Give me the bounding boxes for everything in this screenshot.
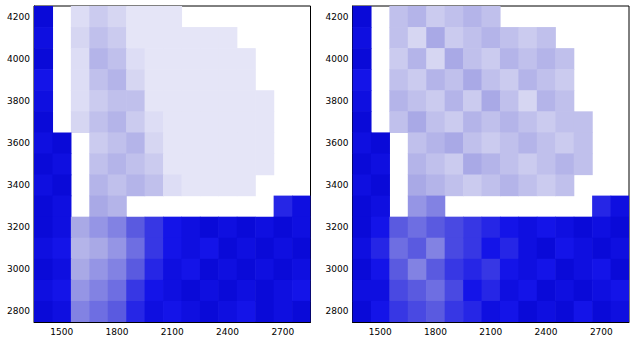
svg-text:2800: 2800 [326,306,349,316]
svg-text:4200: 4200 [326,12,349,22]
svg-text:3600: 3600 [326,138,349,148]
svg-text:3800: 3800 [7,96,30,106]
svg-text:2700: 2700 [271,327,294,337]
svg-text:2100: 2100 [161,327,184,337]
svg-text:3200: 3200 [326,222,349,232]
svg-text:3800: 3800 [326,96,349,106]
svg-text:4200: 4200 [7,12,30,22]
svg-text:1500: 1500 [369,327,392,337]
svg-text:3600: 3600 [7,138,30,148]
svg-text:2800: 2800 [7,306,30,316]
svg-text:3200: 3200 [7,222,30,232]
svg-text:3400: 3400 [326,180,349,190]
svg-text:1800: 1800 [105,327,128,337]
svg-text:2100: 2100 [479,327,502,337]
svg-text:3000: 3000 [326,264,349,274]
svg-text:4000: 4000 [326,54,349,64]
svg-text:3400: 3400 [7,180,30,190]
svg-text:2700: 2700 [590,327,613,337]
svg-text:3000: 3000 [7,264,30,274]
svg-text:2400: 2400 [535,327,558,337]
svg-text:1800: 1800 [424,327,447,337]
svg-text:1500: 1500 [50,327,73,337]
svg-text:2400: 2400 [216,327,239,337]
svg-text:4000: 4000 [7,54,30,64]
